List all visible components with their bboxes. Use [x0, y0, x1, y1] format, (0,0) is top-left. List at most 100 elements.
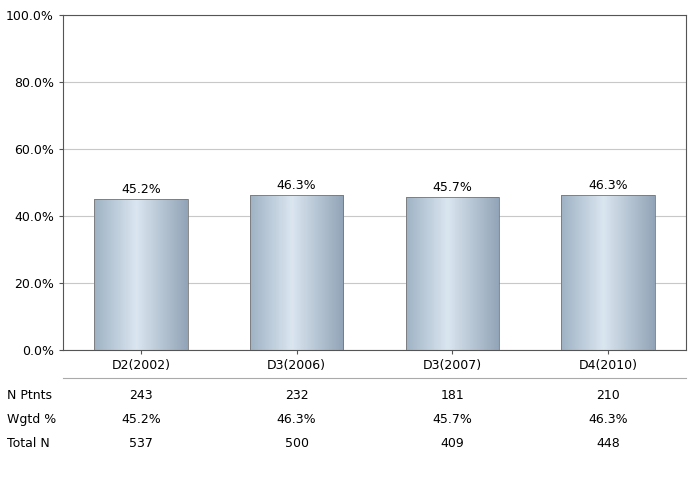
- Bar: [605, 195, 606, 350]
- Bar: [166, 198, 167, 350]
- Bar: [648, 195, 649, 350]
- Bar: [439, 197, 440, 350]
- Bar: [167, 198, 168, 350]
- Bar: [651, 195, 652, 350]
- Bar: [469, 197, 470, 350]
- Text: 46.3%: 46.3%: [588, 179, 628, 192]
- Bar: [578, 195, 580, 350]
- Bar: [312, 195, 314, 350]
- Bar: [429, 197, 430, 350]
- Bar: [103, 198, 104, 350]
- Bar: [637, 195, 638, 350]
- Text: 45.2%: 45.2%: [121, 183, 161, 196]
- Bar: [142, 198, 144, 350]
- Bar: [306, 195, 307, 350]
- Bar: [640, 195, 641, 350]
- Bar: [584, 195, 586, 350]
- Bar: [417, 197, 419, 350]
- Bar: [301, 195, 302, 350]
- Bar: [588, 195, 589, 350]
- Bar: [120, 198, 122, 350]
- Bar: [452, 197, 454, 350]
- Bar: [484, 197, 485, 350]
- Bar: [150, 198, 151, 350]
- Bar: [133, 198, 134, 350]
- Bar: [424, 197, 426, 350]
- Bar: [94, 198, 95, 350]
- Bar: [107, 198, 108, 350]
- Bar: [479, 197, 480, 350]
- Bar: [643, 195, 644, 350]
- Bar: [478, 197, 480, 350]
- Bar: [144, 198, 145, 350]
- Bar: [603, 195, 604, 350]
- Bar: [411, 197, 412, 350]
- Text: Total N: Total N: [7, 437, 50, 450]
- Bar: [296, 195, 297, 350]
- Bar: [490, 197, 491, 350]
- Bar: [137, 198, 138, 350]
- Bar: [612, 195, 613, 350]
- Bar: [564, 195, 566, 350]
- Text: 210: 210: [596, 388, 620, 402]
- Bar: [652, 195, 654, 350]
- Bar: [257, 195, 258, 350]
- Bar: [485, 197, 486, 350]
- Bar: [448, 197, 449, 350]
- Bar: [571, 195, 573, 350]
- Bar: [113, 198, 114, 350]
- Bar: [440, 197, 441, 350]
- Bar: [113, 198, 115, 350]
- Bar: [117, 198, 118, 350]
- Bar: [482, 197, 483, 350]
- Bar: [114, 198, 116, 350]
- Bar: [181, 198, 182, 350]
- Bar: [468, 197, 469, 350]
- Bar: [160, 198, 161, 350]
- Bar: [494, 197, 495, 350]
- Bar: [493, 197, 494, 350]
- Bar: [283, 195, 284, 350]
- Bar: [155, 198, 156, 350]
- Bar: [164, 198, 165, 350]
- Bar: [273, 195, 274, 350]
- Bar: [413, 197, 414, 350]
- Bar: [274, 195, 275, 350]
- Bar: [322, 195, 323, 350]
- Bar: [640, 195, 642, 350]
- Bar: [578, 195, 579, 350]
- Bar: [127, 198, 128, 350]
- Bar: [489, 197, 490, 350]
- Bar: [326, 195, 328, 350]
- Bar: [615, 195, 616, 350]
- Bar: [596, 195, 598, 350]
- Bar: [335, 195, 336, 350]
- Bar: [266, 195, 267, 350]
- Bar: [614, 195, 615, 350]
- Bar: [186, 198, 187, 350]
- Bar: [470, 197, 471, 350]
- Text: 500: 500: [285, 437, 309, 450]
- Bar: [162, 198, 164, 350]
- Bar: [425, 197, 426, 350]
- Bar: [562, 195, 564, 350]
- Bar: [444, 197, 445, 350]
- Bar: [618, 195, 620, 350]
- Bar: [626, 195, 627, 350]
- Bar: [102, 198, 103, 350]
- Bar: [308, 195, 309, 350]
- Bar: [609, 195, 610, 350]
- Bar: [567, 195, 568, 350]
- Bar: [333, 195, 335, 350]
- Bar: [157, 198, 158, 350]
- Bar: [272, 195, 273, 350]
- Bar: [474, 197, 475, 350]
- Bar: [619, 195, 620, 350]
- Text: 537: 537: [129, 437, 153, 450]
- Bar: [318, 195, 319, 350]
- Bar: [650, 195, 651, 350]
- Bar: [580, 195, 581, 350]
- Text: 243: 243: [129, 388, 153, 402]
- Bar: [452, 197, 453, 350]
- Bar: [328, 195, 329, 350]
